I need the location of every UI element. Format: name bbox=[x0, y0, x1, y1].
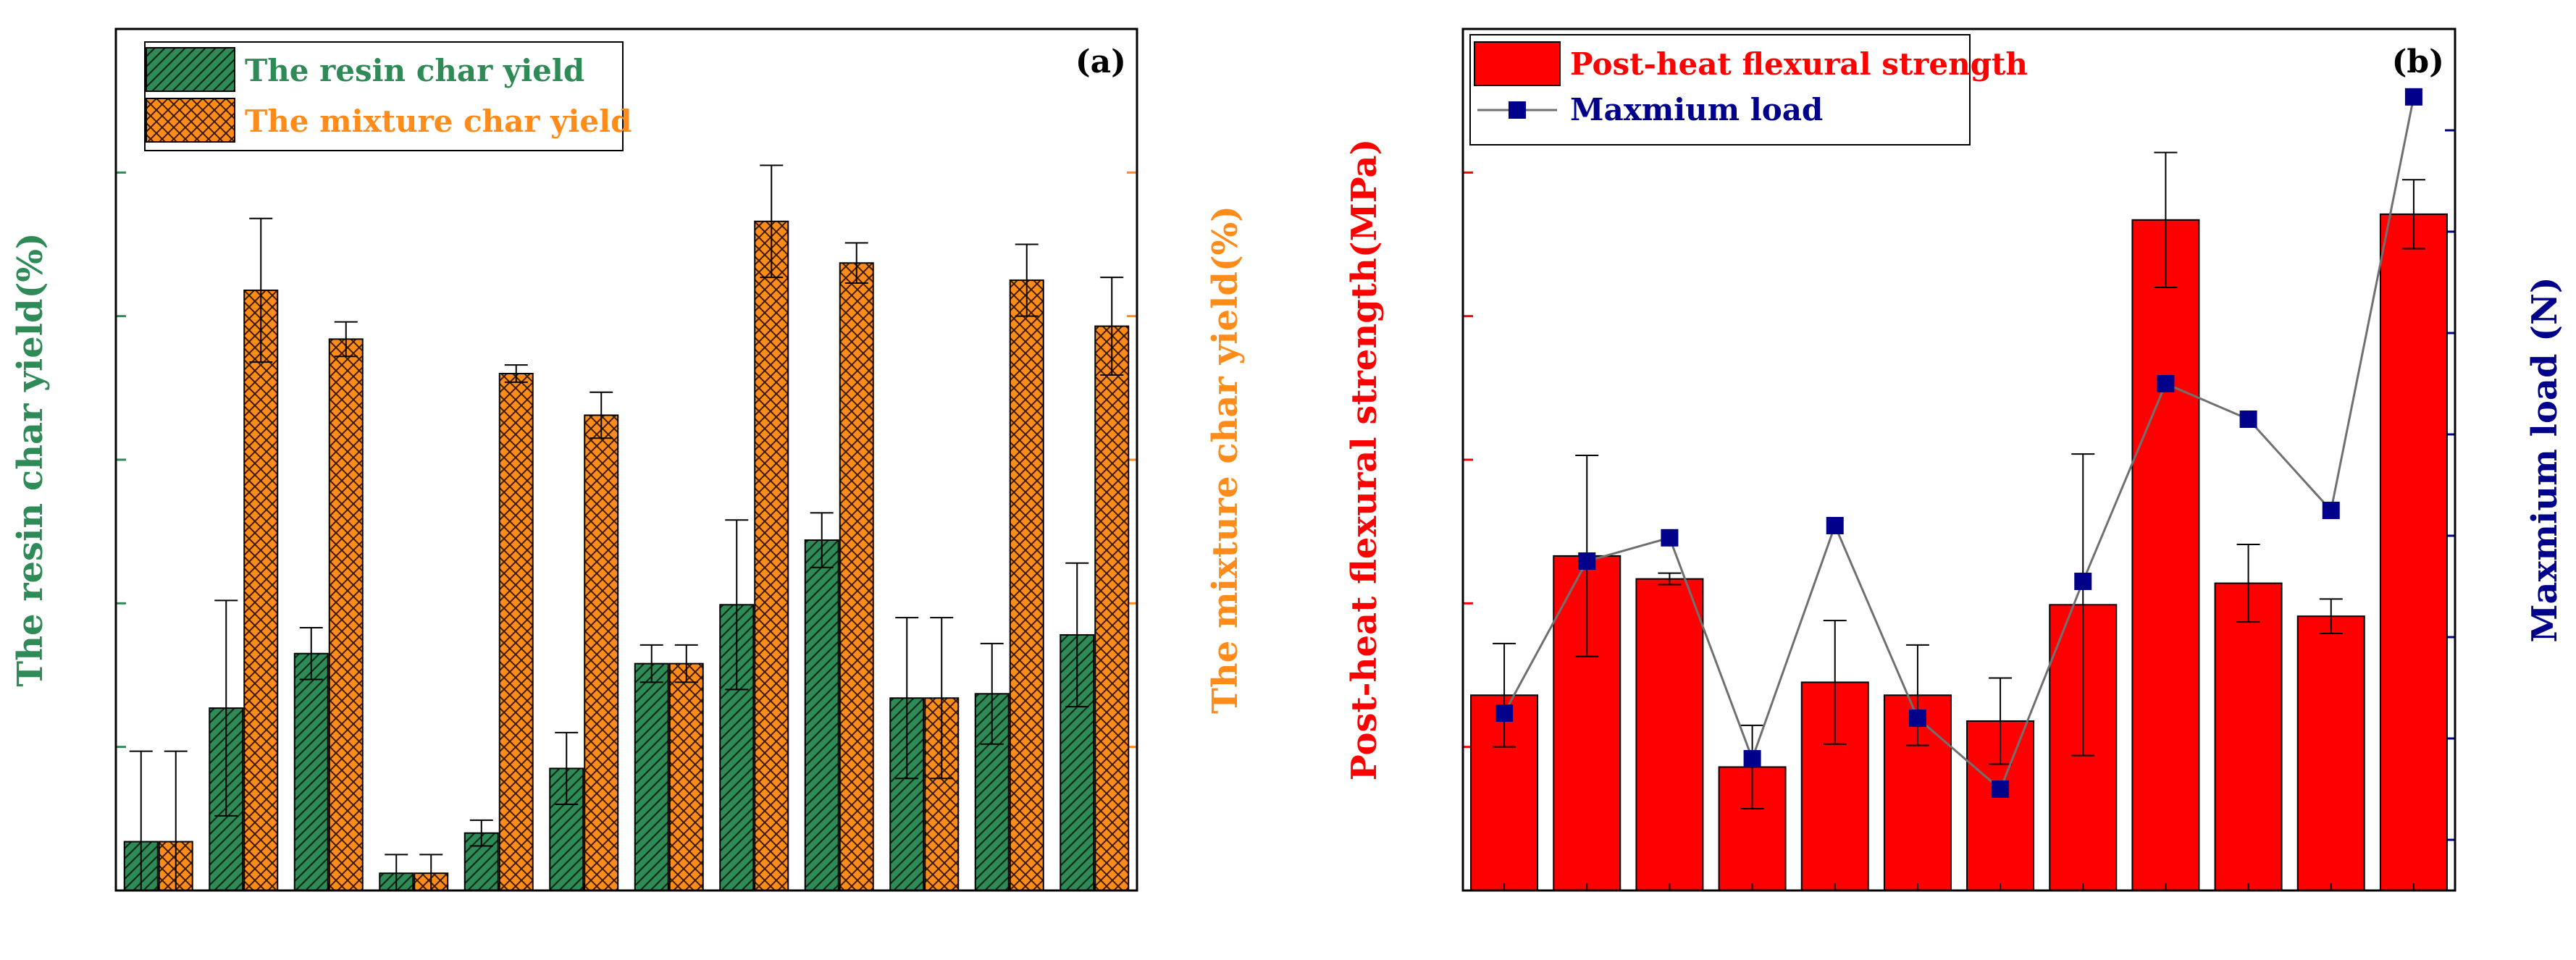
panel-a-resin-bar bbox=[293, 652, 329, 891]
panel-b-load-marker bbox=[2404, 88, 2422, 106]
panel-a-mixture-bar bbox=[1094, 325, 1130, 891]
panel-a-bars bbox=[123, 164, 1130, 892]
panel-b-load-marker bbox=[1992, 780, 2010, 798]
panel-b-load-marker bbox=[1826, 517, 1844, 534]
panel-b-strength-bar bbox=[2379, 213, 2448, 892]
panel-a-frame bbox=[114, 28, 1138, 892]
panel-b-load-marker bbox=[1908, 710, 1926, 727]
panel-b-legend: Post-heat flexural strength Maxmium load bbox=[1469, 34, 2028, 146]
panel-a-resin-bar bbox=[634, 662, 669, 892]
panel-b-legend-swatch-strength bbox=[1474, 41, 1561, 86]
panel-b-strength-bar bbox=[2296, 615, 2365, 892]
panel-b-load-marker bbox=[2157, 375, 2175, 392]
panel-b-legend-marker bbox=[1509, 101, 1526, 119]
panel-b-load-marker bbox=[1661, 529, 1679, 547]
panel-a-legend-resin-label: The resin char yield bbox=[245, 53, 584, 88]
panel-a-legend-swatch-resin bbox=[146, 47, 235, 92]
panel-b-strength-bar bbox=[2131, 219, 2200, 891]
panel-b-bars bbox=[1470, 151, 2448, 892]
panel-a-mixture-bar bbox=[1009, 279, 1044, 892]
panel-a-legend: The resin char yield The mixture char yi… bbox=[144, 41, 632, 151]
panel-a-legend-swatch-mixture bbox=[146, 98, 235, 143]
panel-b-load-marker bbox=[2322, 502, 2340, 519]
panel-a: (a) The resin char yield(%) The mixture … bbox=[10, 28, 1246, 892]
panel-b: (b) Post-heat flexural strength(MPa) Max… bbox=[1344, 28, 2565, 892]
panel-a-mixture-bar bbox=[668, 662, 704, 892]
panel-b-frame bbox=[1461, 28, 2457, 892]
panel-b-legend-load-label: Maxmium load bbox=[1570, 92, 1823, 127]
panel-b-load-marker bbox=[2074, 573, 2092, 590]
panel-b-load-marker bbox=[2239, 410, 2257, 428]
panel-b-load-marker bbox=[1578, 552, 1596, 570]
panel-a-resin-bar bbox=[804, 539, 839, 891]
panel-a-mixture-bar bbox=[498, 373, 534, 891]
panel-b-strength-bar bbox=[2214, 582, 2283, 891]
panel-b-load-polyline bbox=[1503, 96, 2415, 791]
panel-a-mixture-bar bbox=[839, 262, 874, 891]
panel-a-mixture-bar bbox=[584, 414, 619, 891]
panel-b-load-marker bbox=[1743, 750, 1761, 767]
panel-a-legend-mixture-label: The mixture char yield bbox=[245, 104, 632, 139]
panel-b-strength-bar bbox=[1635, 578, 1704, 891]
panel-a-x-tick-labels bbox=[157, 883, 1096, 890]
panel-a-mixture-bar bbox=[754, 220, 789, 891]
panel-b-right-axis-title: Maxmium load (N) bbox=[2525, 277, 2565, 642]
panel-a-label: (a) bbox=[1075, 43, 1126, 80]
panel-b-legend-strength-label: Post-heat flexural strength bbox=[1570, 46, 2028, 82]
panel-b-load-marker bbox=[1495, 704, 1514, 722]
panel-a-mixture-bar bbox=[328, 338, 364, 891]
panel-b-x-tick-labels bbox=[1503, 883, 2415, 890]
panel-a-right-axis-title: The mixture char yield(%) bbox=[1205, 206, 1246, 714]
panel-b-left-axis-title: Post-heat flexural strength(MPa) bbox=[1344, 139, 1385, 781]
panel-b-label: (b) bbox=[2392, 43, 2444, 80]
panel-a-left-axis-title: The resin char yield(%) bbox=[10, 232, 51, 686]
panel-a-mixture-bar bbox=[243, 289, 279, 891]
panel-b-load-line bbox=[1495, 88, 2422, 798]
